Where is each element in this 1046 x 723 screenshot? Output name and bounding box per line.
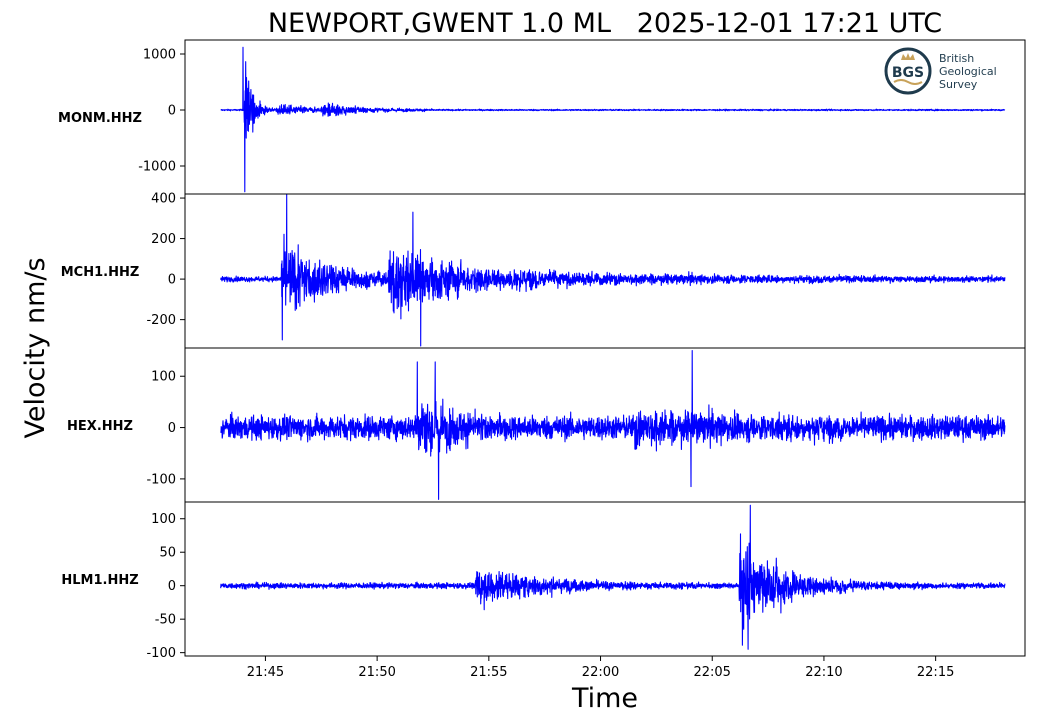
- x-tick-label: 22:15: [917, 665, 954, 680]
- logo-line-2: Geological: [939, 65, 997, 78]
- trace-monm-hhz: [220, 46, 1006, 193]
- panel-mch1-hhz: 400 200 0 -200 MCH1.HHZ: [61, 192, 1026, 349]
- panel-frame: [184, 501, 1026, 657]
- x-tick-label: 21:50: [358, 665, 395, 680]
- y-tick-label: -50: [155, 613, 176, 628]
- bgs-logo: BGS British Geological Survey: [884, 47, 997, 95]
- logo-ring: [884, 47, 932, 95]
- x-tick-label: 22:10: [805, 665, 842, 680]
- trace-panels: 10000-1000MONM.HHZ4002000-200MCH1.HHZ100…: [58, 39, 1026, 661]
- x-axis: 21:45 21:50 21:55 22:00 22:05 22:10 22:15: [247, 656, 954, 680]
- y-tick-label: 0: [168, 579, 176, 594]
- x-tick-label: 21:45: [247, 665, 284, 680]
- logo-line-1: British: [939, 52, 974, 65]
- y-tick-label: 100: [151, 370, 176, 385]
- y-tick-label: 1000: [143, 48, 176, 63]
- x-tick-label: 22:05: [693, 665, 730, 680]
- x-tick-label: 22:00: [582, 665, 619, 680]
- y-tick-label: -200: [146, 313, 176, 328]
- y-tick-label: -100: [146, 472, 176, 487]
- chart-title: NEWPORT,GWENT 1.0 ML 2025-12-01 17:21 UT…: [268, 8, 942, 39]
- panel-hlm1-hhz: 100 50 0 -50 -100 HLM1.HHZ: [61, 501, 1026, 661]
- y-tick-label: -100: [146, 646, 176, 661]
- logo-wave-icon: [893, 79, 923, 85]
- logo-initials: BGS: [892, 65, 924, 81]
- y-tick-label: 0: [168, 104, 176, 119]
- y-tick-label: 0: [168, 273, 176, 288]
- x-tick-label: 21:55: [470, 665, 507, 680]
- station-label: MONM.HHZ: [58, 111, 142, 126]
- station-label: MCH1.HHZ: [61, 265, 140, 280]
- y-tick-label: 0: [168, 421, 176, 436]
- y-axis-title: Velocity nm/s: [20, 257, 51, 438]
- x-axis-title: Time: [571, 683, 638, 714]
- station-label: HEX.HHZ: [67, 419, 133, 434]
- y-tick-label: -1000: [138, 160, 176, 175]
- trace-hlm1-hhz: [220, 504, 1006, 650]
- panel-frame: [184, 193, 1026, 349]
- trace-hex-hhz: [220, 350, 1006, 500]
- logo-line-3: Survey: [939, 78, 978, 91]
- station-label: HLM1.HHZ: [61, 573, 138, 588]
- logo-crown-icon: [901, 53, 915, 60]
- panel-monm-hhz: 1000 0 -1000 MONM.HHZ: [58, 39, 1026, 195]
- y-tick-label: 100: [151, 512, 176, 527]
- y-tick-label: 400: [151, 192, 176, 207]
- y-tick-label: 50: [159, 546, 176, 561]
- panel-hex-hhz: 100 0 -100 HEX.HHZ: [67, 347, 1026, 503]
- y-tick-label: 200: [151, 232, 176, 247]
- trace-mch1-hhz: [220, 194, 1006, 347]
